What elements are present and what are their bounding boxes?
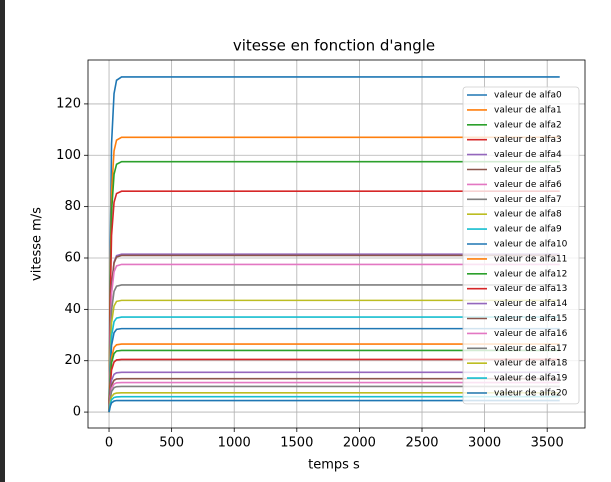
x-tick-label: 2500 [405, 436, 438, 451]
legend-label: valeur de alfa2 [494, 120, 562, 130]
legend-label: valeur de alfa18 [494, 359, 568, 369]
x-tick-label: 1500 [280, 436, 313, 451]
y-tick-label: 60 [64, 250, 81, 265]
x-axis-label: temps s [308, 458, 360, 473]
legend-label: valeur de alfa17 [494, 344, 567, 354]
legend: valeur de alfa0 valeur de alfa1 valeur de … [462, 86, 580, 405]
y-tick-label: 20 [64, 353, 81, 368]
legend-label: valeur de alfa8 [494, 210, 562, 220]
legend-label: valeur de alfa12 [494, 269, 567, 279]
legend-label: valeur de alfa0 [494, 91, 562, 101]
chart-title: vitesse en fonction d'angle [233, 37, 435, 55]
legend-label: valeur de alfa19 [494, 374, 568, 384]
window-edge [0, 0, 5, 482]
legend-label: valeur de alfa14 [494, 299, 568, 309]
x-tick-label: 3500 [531, 436, 564, 451]
series-line [108, 399, 560, 413]
legend-label: valeur de alfa1 [494, 105, 562, 115]
legend-label: valeur de alfa9 [494, 225, 562, 235]
legend-label: valeur de alfa13 [494, 284, 567, 294]
y-tick-label: 0 [73, 405, 81, 420]
y-tick-label: 80 [64, 199, 81, 214]
plot-frame [87, 59, 586, 429]
legend-label: valeur de alfa6 [494, 180, 562, 190]
legend-label: valeur de alfa4 [494, 150, 562, 160]
legend-label: valeur de alfa10 [494, 240, 568, 250]
legend-label: valeur de alfa5 [494, 165, 562, 175]
y-axis-label: vitesse m/s [30, 207, 45, 281]
x-tick-label: 2000 [343, 436, 376, 451]
legend-box [462, 86, 580, 405]
series-line [108, 190, 560, 413]
legend-label: valeur de alfa16 [494, 329, 568, 339]
legend-label: valeur de alfa11 [494, 254, 567, 264]
legend-label: valeur de alfa3 [494, 135, 562, 145]
x-tick-label: 3000 [468, 436, 501, 451]
y-tick-label: 40 [64, 302, 81, 317]
legend-label: valeur de alfa20 [494, 389, 568, 399]
x-tick-label: 0 [105, 436, 113, 451]
y-tick-label: 120 [56, 96, 81, 111]
x-tick-label: 500 [159, 436, 184, 451]
y-tick-label: 100 [56, 148, 81, 163]
legend-label: valeur de alfa15 [494, 314, 567, 324]
x-tick-label: 1000 [218, 436, 251, 451]
legend-label: valeur de alfa7 [494, 195, 562, 205]
